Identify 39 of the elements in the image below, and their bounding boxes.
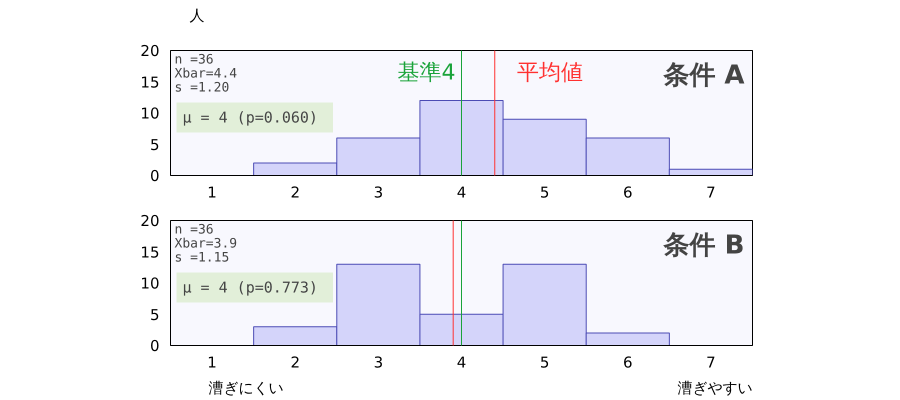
annotation: Xbar=4.4 (174, 66, 238, 82)
annotation: s =1.20 (174, 80, 230, 96)
y-tick-label: 10 (140, 274, 160, 292)
chart-title: 条件 B (662, 230, 745, 260)
x-tick-label: 4 (456, 354, 466, 372)
text: 漕ぎにくい (208, 379, 284, 397)
ref-line-label: 基準4 (398, 60, 456, 86)
x-tick-label: 2 (290, 184, 300, 202)
chart-title: 条件 A (662, 60, 745, 90)
annotation: s =1.15 (174, 250, 230, 266)
annotation: Xbar=3.9 (174, 236, 238, 252)
x-tick-label: 1 (207, 354, 217, 372)
x-tick-label: 5 (540, 184, 550, 202)
y-tick-label: 20 (140, 212, 160, 230)
x-tick-label: 5 (540, 354, 550, 372)
x-tick-label: 7 (706, 184, 716, 202)
annotation: μ = 4 (p=0.773) (182, 278, 318, 296)
x-tick-label: 2 (290, 354, 300, 372)
x-tick-label: 6 (623, 184, 633, 202)
x-tick-label: 3 (374, 354, 384, 372)
x-tick-label: 7 (706, 354, 716, 372)
y-tick-label: 20 (140, 42, 160, 60)
y-tick-label: 15 (140, 73, 160, 92)
y-tick-label: 5 (150, 306, 160, 324)
x-tick-label: 1 (207, 184, 217, 202)
y-tick-label: 15 (140, 243, 160, 262)
x-tick-label: 4 (456, 184, 466, 202)
x-tick-label: 3 (374, 184, 384, 202)
x-tick-label: 6 (623, 354, 633, 372)
y-axis-title: 人 (190, 6, 205, 24)
y-tick-label: 5 (150, 136, 160, 154)
annotation: n =36 (174, 52, 214, 68)
y-tick-label: 0 (150, 337, 160, 355)
text: 漕ぎやすい (678, 379, 752, 397)
y-tick-label: 0 (150, 167, 160, 185)
annotation: n =36 (174, 222, 214, 238)
ref-line-label: 平均値 (516, 60, 583, 86)
annotation: μ = 4 (p=0.060) (182, 108, 318, 126)
y-tick-label: 10 (140, 104, 160, 122)
